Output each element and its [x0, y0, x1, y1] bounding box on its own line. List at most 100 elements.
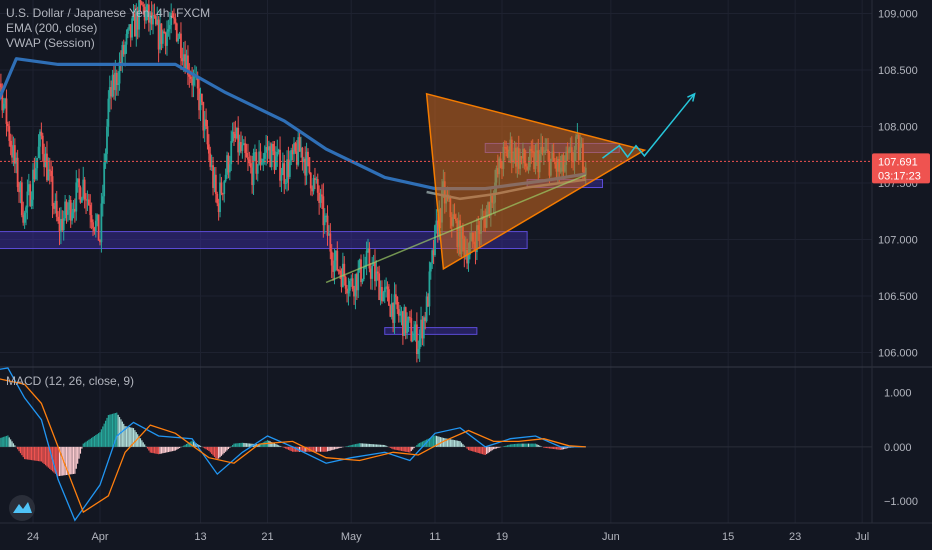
candle-body: [26, 191, 29, 208]
candle-body: [61, 218, 64, 231]
candle-body: [326, 215, 329, 236]
candle-body: [175, 23, 178, 42]
candle-body: [220, 182, 223, 194]
candle-body: [48, 169, 51, 171]
candle-body: [94, 220, 97, 232]
macd-tick-label: 0.000: [884, 442, 912, 454]
candle-body: [160, 23, 163, 44]
candle-body: [2, 103, 5, 111]
candle-body: [127, 28, 129, 34]
candle-body: [108, 87, 111, 99]
candle-body: [422, 317, 425, 339]
candle-body: [429, 262, 432, 272]
candle-body: [376, 271, 379, 274]
candle-body: [107, 98, 110, 127]
macd-title[interactable]: MACD (12, 26, close, 9): [6, 374, 135, 388]
candle-body: [212, 165, 214, 188]
candle-body: [431, 250, 434, 263]
candle-body: [367, 248, 369, 251]
candle-body: [92, 222, 94, 228]
candle-body: [245, 152, 248, 158]
candle-body: [230, 141, 233, 165]
candle-body: [132, 13, 135, 19]
macd-tick-label: 1.000: [884, 387, 912, 399]
candle-body: [255, 152, 258, 174]
candle-body: [163, 31, 166, 33]
candle-body: [188, 74, 191, 77]
candle-body: [64, 201, 67, 219]
candle-body: [100, 203, 103, 243]
candle-body: [149, 12, 152, 23]
candle-body: [19, 182, 22, 193]
candle-body: [111, 74, 114, 97]
candle-body: [6, 123, 9, 127]
candle-body: [79, 187, 82, 203]
symbol-title[interactable]: U.S. Dollar / Japanese Yen, 4h, FXCM: [6, 6, 211, 20]
candle-body: [203, 119, 206, 131]
candle-body: [181, 58, 184, 62]
time-tick-label: 19: [496, 531, 508, 543]
candle-body: [62, 218, 65, 231]
candle-body: [361, 279, 364, 283]
support-zone-2: [384, 327, 478, 335]
candle-body: [298, 137, 301, 152]
candle-body: [196, 75, 199, 89]
candle-body: [284, 182, 287, 184]
candle-body: [41, 135, 44, 155]
candle-body: [128, 24, 131, 29]
support-zone-1: [0, 231, 528, 250]
candle-body: [207, 144, 210, 154]
candle-body: [97, 214, 100, 241]
candle-body: [413, 333, 415, 341]
candle-body: [371, 266, 374, 279]
candle-body: [295, 151, 298, 165]
candle-body: [259, 151, 262, 165]
candle-body: [287, 159, 290, 177]
candle-body: [269, 146, 272, 168]
candle-body: [322, 196, 325, 226]
candle-body: [323, 215, 326, 226]
time-tick-label: 24: [27, 531, 39, 543]
candle-body: [89, 205, 92, 216]
candle-body: [133, 13, 136, 37]
candle-body: [291, 149, 294, 155]
candle-body: [18, 187, 20, 193]
candle-body: [401, 311, 404, 336]
candle-body: [46, 153, 48, 181]
candle-body: [189, 76, 192, 79]
candle-body: [32, 169, 34, 200]
candle-body: [180, 33, 182, 59]
vwap-legend[interactable]: VWAP (Session): [6, 36, 95, 50]
candle-body: [346, 288, 348, 294]
candle-body: [242, 143, 245, 145]
candle-body: [72, 208, 75, 213]
candle-body: [344, 277, 347, 289]
candle-body: [118, 61, 121, 84]
candle-body: [178, 33, 181, 39]
candle-body: [415, 324, 418, 355]
signal-line: [0, 378, 586, 514]
candle-body: [227, 155, 230, 173]
candle-body: [224, 174, 227, 182]
candle-body: [272, 143, 274, 152]
ema-legend[interactable]: EMA (200, close): [6, 21, 98, 35]
candle-body: [200, 93, 203, 102]
candle-body: [244, 143, 247, 153]
candle-body: [336, 250, 339, 271]
candle-body: [358, 259, 361, 270]
candle-body: [22, 215, 25, 223]
candle-body: [12, 145, 15, 158]
candle-body: [235, 127, 238, 139]
candle-body: [143, 6, 146, 21]
candle-body: [36, 157, 39, 169]
candle-body: [213, 174, 216, 188]
candle-body: [258, 151, 261, 165]
candle-body: [80, 197, 83, 203]
candle-body: [276, 152, 279, 157]
candle-body: [122, 45, 125, 55]
candle-body: [318, 192, 321, 203]
candle-body: [277, 149, 280, 153]
candle-body: [300, 147, 302, 152]
candle-body: [65, 201, 68, 215]
